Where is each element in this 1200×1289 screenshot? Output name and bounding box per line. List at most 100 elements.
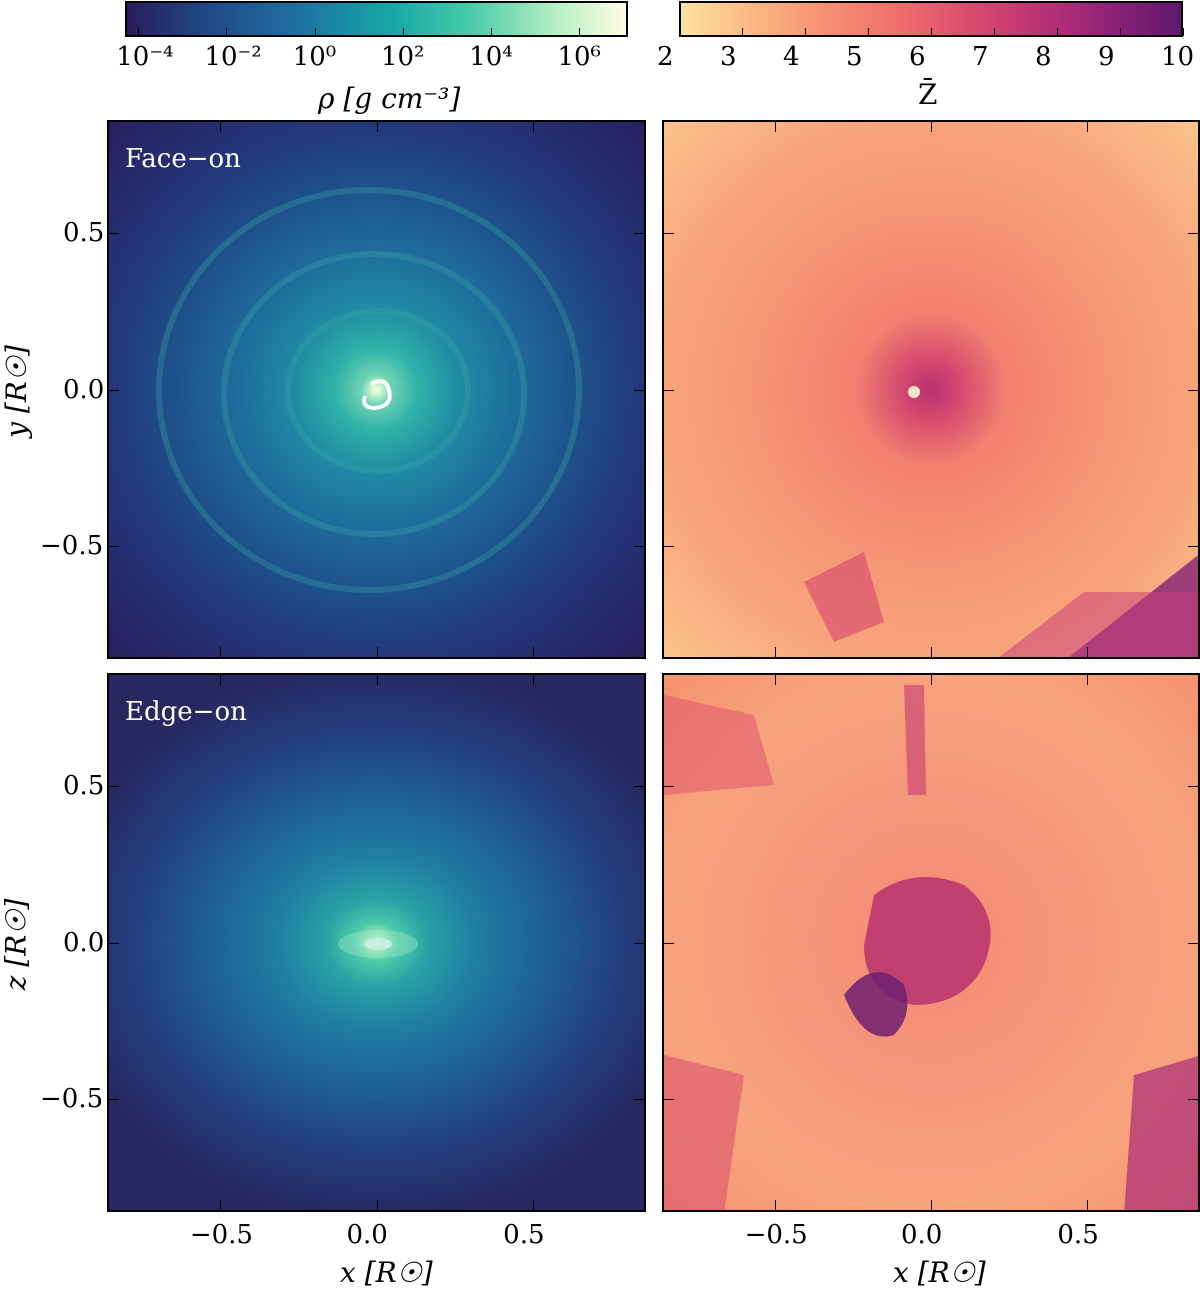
- y-tick-mark: [664, 389, 674, 391]
- y-tick-mark: [664, 232, 674, 234]
- density-tick-mark: [402, 28, 404, 36]
- x-tick-mark: [376, 647, 378, 657]
- density-tick-label: 10⁻²: [204, 42, 262, 72]
- density-colorbar: [125, 1, 628, 37]
- metallicity-tick-label: 6: [909, 42, 926, 72]
- y-tick-mark: [1188, 232, 1198, 234]
- metallicity-tick-mark: [1057, 28, 1058, 36]
- metallicity-face-on-texture: [804, 386, 1198, 657]
- x-tick-mark: [1087, 1200, 1089, 1210]
- y-tick-mark: [1188, 546, 1198, 548]
- x-axis-label-left: x [R☉]: [340, 1256, 433, 1289]
- x-tick-mark: [931, 647, 932, 657]
- y-tick-label: −0.5: [40, 531, 104, 562]
- x-tick-mark: [376, 1200, 378, 1210]
- metallicity-tick-label: 9: [1098, 42, 1115, 72]
- y-tick-mark: [1188, 1099, 1198, 1101]
- x-tick-mark: [219, 675, 221, 685]
- y-tick-mark: [634, 942, 644, 944]
- density-tick-mark: [226, 28, 228, 36]
- z-axis-label-bottom: z [R☉]: [0, 898, 33, 991]
- y-tick-mark: [109, 389, 119, 391]
- x-tick-mark: [1087, 122, 1089, 132]
- metallicity-tick-mark: [868, 28, 869, 36]
- y-tick-mark: [664, 1099, 674, 1101]
- density-tick-label: 10²: [380, 42, 425, 72]
- x-tick-mark: [219, 647, 221, 657]
- density-tick-label: 10⁰: [292, 42, 337, 72]
- y-tick-mark: [664, 546, 674, 548]
- density-tick-label: 10⁻⁴: [116, 42, 174, 72]
- y-tick-label: 0.5: [63, 770, 105, 801]
- y-tick-mark: [634, 785, 644, 787]
- metallicity-tick-label: 2: [657, 42, 674, 72]
- density-edge-on-texture: [338, 930, 418, 958]
- y-tick-mark: [109, 942, 119, 944]
- metallicity-tick-mark: [931, 28, 932, 36]
- metallicity-tick-mark: [1183, 28, 1184, 36]
- y-tick-mark: [109, 1099, 119, 1101]
- y-tick-mark: [634, 1099, 644, 1101]
- x-tick-mark: [533, 1200, 535, 1210]
- density-face-on-texture: [156, 187, 582, 593]
- density-edge-on-panel: Edge−on: [107, 673, 646, 1212]
- metallicity-tick-mark: [679, 28, 680, 36]
- x-axis-label-right: x [R☉]: [893, 1256, 986, 1289]
- x-tick-mark: [219, 1200, 221, 1210]
- y-tick-label: 0.0: [63, 374, 105, 405]
- y-tick-mark: [1188, 785, 1198, 787]
- x-tick-mark: [931, 122, 932, 132]
- x-tick-label: −0.5: [744, 1220, 808, 1250]
- y-tick-mark: [109, 785, 119, 787]
- x-tick-mark: [376, 675, 378, 685]
- x-tick-mark: [774, 675, 776, 685]
- metallicity-tick-label: 5: [846, 42, 863, 72]
- density-tick-label: 10⁶: [557, 42, 601, 72]
- x-tick-mark: [533, 122, 535, 132]
- y-tick-mark: [664, 785, 674, 787]
- y-tick-mark: [1188, 389, 1198, 391]
- metallicity-tick-mark: [805, 28, 806, 36]
- y-tick-label: 0.5: [63, 217, 105, 248]
- metallicity-colorbar-label: Z̄: [918, 78, 938, 111]
- y-tick-mark: [664, 942, 674, 944]
- x-tick-mark: [533, 647, 535, 657]
- y-tick-mark: [634, 389, 644, 391]
- density-tick-mark: [138, 28, 140, 36]
- x-tick-mark: [219, 122, 221, 132]
- x-tick-mark: [376, 122, 378, 132]
- x-tick-mark: [774, 647, 776, 657]
- y-tick-mark: [109, 232, 119, 234]
- x-tick-label: 0.0: [346, 1220, 388, 1250]
- y-tick-mark: [109, 546, 119, 548]
- metallicity-face-on-panel: [662, 120, 1200, 659]
- metallicity-tick-mark: [994, 28, 995, 36]
- metallicity-tick-label: 4: [783, 42, 800, 72]
- metallicity-edge-on-texture: [664, 685, 1198, 1210]
- face-on-label: Face−on: [125, 144, 241, 174]
- density-tick-mark: [314, 28, 316, 36]
- y-tick-label: 0.0: [63, 927, 105, 958]
- edge-on-label: Edge−on: [125, 697, 247, 727]
- y-tick-label: −0.5: [40, 1084, 104, 1115]
- metallicity-edge-on-panel: [662, 673, 1200, 1212]
- metallicity-tick-label: 8: [1035, 42, 1052, 72]
- metallicity-tick-label: 10: [1161, 42, 1195, 72]
- x-tick-mark: [1087, 675, 1089, 685]
- x-tick-mark: [774, 1200, 776, 1210]
- y-tick-mark: [634, 232, 644, 234]
- y-tick-mark: [1188, 942, 1198, 944]
- x-tick-label: 0.5: [503, 1220, 545, 1250]
- x-tick-mark: [931, 675, 932, 685]
- x-tick-mark: [533, 675, 535, 685]
- metallicity-tick-mark: [1120, 28, 1121, 36]
- x-tick-label: 0.0: [901, 1220, 943, 1250]
- x-tick-label: −0.5: [189, 1220, 253, 1250]
- density-face-on-panel: Face−on: [107, 120, 646, 659]
- y-tick-mark: [634, 546, 644, 548]
- density-tick-mark: [579, 28, 581, 36]
- density-tick-label: 10⁴: [469, 42, 513, 72]
- x-tick-label: 0.5: [1057, 1220, 1099, 1250]
- y-axis-label-top: y [R☉]: [0, 345, 33, 438]
- metallicity-tick-mark: [742, 28, 743, 36]
